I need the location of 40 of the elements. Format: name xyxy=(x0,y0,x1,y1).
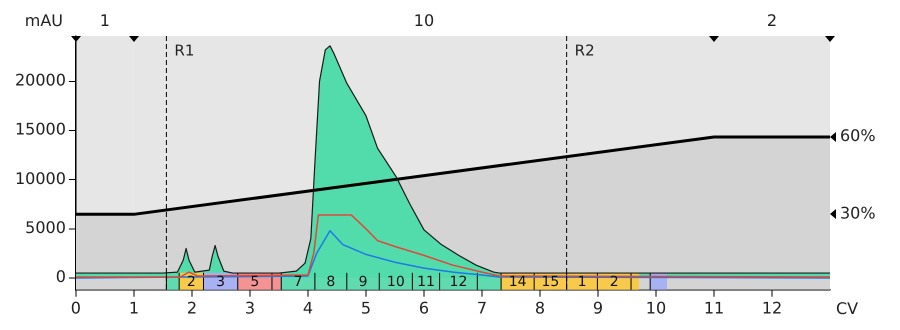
band-label: 1 xyxy=(100,11,110,30)
x-tick-label: 12 xyxy=(762,298,782,318)
y-tick-label: 15000 xyxy=(14,120,66,139)
x-tick-label: 3 xyxy=(244,298,256,318)
y-axis-title: mAU xyxy=(24,11,64,30)
y2-tick-label: 30% xyxy=(840,203,876,222)
band-label: 5 xyxy=(250,274,260,290)
y-tick-label: 10000 xyxy=(14,168,66,188)
x-tick-label: 7 xyxy=(476,298,488,318)
x-tick-label: 5 xyxy=(360,298,372,318)
band-label: 7 xyxy=(294,274,303,290)
x-tick-label: 2 xyxy=(186,298,198,318)
x-tick-label: 1 xyxy=(128,298,139,318)
band-label: 2 xyxy=(610,274,619,290)
band-label: 2 xyxy=(186,274,196,290)
band-label: 12 xyxy=(450,274,468,290)
x-tick-label: 11 xyxy=(704,298,724,318)
x-tick-label: 8 xyxy=(534,298,546,318)
band-label: 9 xyxy=(358,274,368,290)
ref-line-label: R1 xyxy=(174,41,194,60)
band-label: 14 xyxy=(508,274,527,290)
band-label: 2 xyxy=(766,11,778,30)
x-tick-label: 0 xyxy=(70,298,81,318)
band-label: 10 xyxy=(386,274,405,290)
x-tick-label: 10 xyxy=(646,298,666,318)
y-tick-label: 20000 xyxy=(14,70,66,90)
y-tick-label: 5000 xyxy=(25,218,66,237)
x-tick-label: 6 xyxy=(418,298,430,318)
band-label: 15 xyxy=(541,274,560,290)
x-axis-title: CV xyxy=(836,299,858,318)
x-tick-label: 4 xyxy=(302,298,314,318)
y2-tick-label: 60% xyxy=(840,126,876,146)
y-tick-label: 0 xyxy=(56,267,66,286)
band-label: 3 xyxy=(216,274,226,290)
band-label: 10 xyxy=(414,11,434,30)
band-label: 8 xyxy=(326,274,336,290)
band-label: 11 xyxy=(417,274,435,290)
ref-line-label: R2 xyxy=(574,41,595,60)
band-label: 1 xyxy=(578,274,586,290)
x-tick-label: 9 xyxy=(592,298,604,318)
